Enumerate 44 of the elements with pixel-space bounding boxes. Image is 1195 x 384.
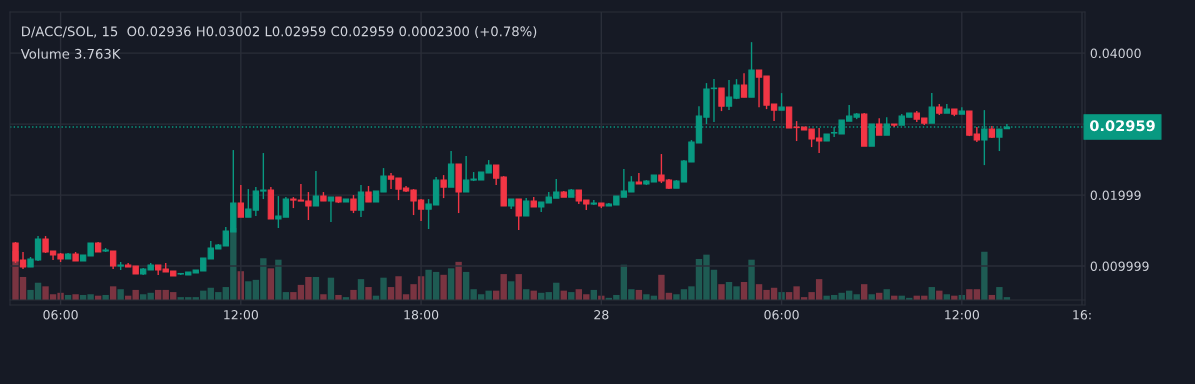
bar <box>365 287 372 300</box>
candlestick <box>740 72 748 98</box>
text: D/ACC/SOL, 15 <box>22 26 118 38</box>
bar <box>748 259 755 300</box>
bar <box>981 251 988 300</box>
annotation: O0.02936 H0.03002 L0.02959 C0.02959 0.0002300 (+0.78%) <box>127 26 537 38</box>
x-tick-label: 06:00 <box>764 310 799 320</box>
bar <box>350 289 357 300</box>
y-tick-label: 0.01999 <box>1090 190 1141 201</box>
bar <box>508 281 515 300</box>
candlestick <box>440 174 447 199</box>
ref-line-label: 0.02959 <box>1090 120 1155 132</box>
candlestick <box>635 172 643 185</box>
candlestick <box>718 87 725 112</box>
bar <box>320 294 327 300</box>
bar <box>109 286 117 300</box>
candlestick <box>327 196 335 223</box>
candlestick <box>109 250 117 270</box>
annotation: Volume 3.763K <box>20 48 121 59</box>
x-tick-label: 12:00 <box>945 310 980 320</box>
bar <box>515 274 522 300</box>
candlestick <box>350 194 357 214</box>
candlestick <box>237 184 245 218</box>
bar <box>447 268 455 300</box>
bar <box>312 276 320 300</box>
x-tick-label: 12:00 <box>224 310 258 320</box>
bar <box>718 284 725 300</box>
candlestick <box>357 184 365 218</box>
x-tick-label: 06:00 <box>43 310 78 320</box>
candlestick <box>312 170 320 207</box>
candlestick <box>928 92 935 124</box>
x-tick-label: 28 <box>594 310 609 320</box>
bar <box>357 279 365 300</box>
bar <box>440 274 447 300</box>
bar <box>72 294 79 300</box>
bar <box>455 261 462 300</box>
candlestick <box>515 198 522 231</box>
candlestick <box>447 150 455 188</box>
y-tick-label: 0.04000 <box>1090 48 1141 59</box>
x-tick-label: 18:00 <box>404 310 439 320</box>
y-tick-label: 0.009999 <box>1090 261 1149 271</box>
x-tick-label: 16: <box>1073 310 1091 320</box>
bar <box>117 289 124 300</box>
bar <box>267 268 275 300</box>
